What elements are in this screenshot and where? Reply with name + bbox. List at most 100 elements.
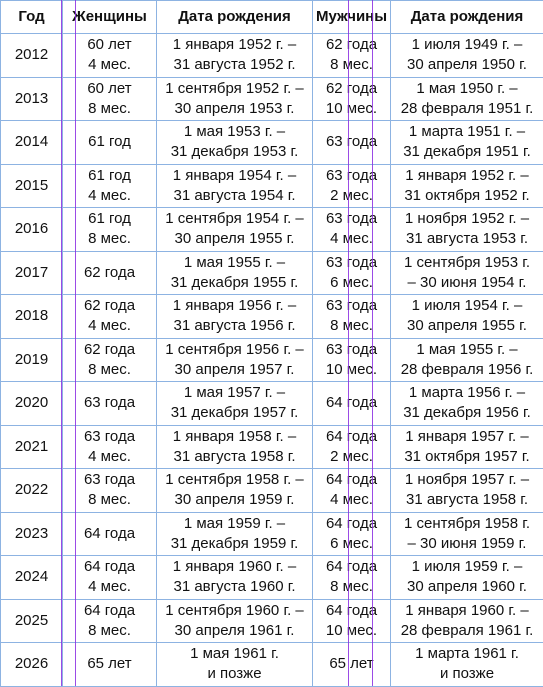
cell-line: 64 года [65,524,154,544]
cell-line: 1 сентября 1958 г. [393,514,541,534]
table-cell: 2024 [1,556,63,600]
cell-line: 1 ноября 1957 г. – [393,470,541,490]
table-cell: 1 ноября 1952 г. –31 августа 1953 г. [391,208,543,252]
cell-line: 1 января 1954 г. – [159,166,310,186]
cell-line: 4 мес. [65,316,154,336]
cell-line: 2024 [3,567,60,587]
cell-line: 1 июля 1959 г. – [393,557,541,577]
cell-line: 2026 [3,654,60,674]
cell-line: 28 февраля 1951 г. [393,99,541,119]
cell-line: 2 мес. [315,447,388,467]
header-cell: Дата рождения [391,1,543,34]
cell-line: 65 лет [65,654,154,674]
table-cell: 1 марта 1951 г. –31 декабря 1951 г. [391,121,543,165]
table-cell: 1 сентября 1954 г. –30 апреля 1955 г. [157,208,313,252]
cell-line: 61 год [65,132,154,152]
cell-line: 10 мес. [315,360,388,380]
guide-line [61,0,62,686]
table-cell: 2025 [1,599,63,643]
table-cell: 1 января 1958 г. –31 августа 1958 г. [157,425,313,469]
cell-line: – 30 июня 1959 г. [393,534,541,554]
cell-line: 4 мес. [65,55,154,75]
cell-line: 2019 [3,350,60,370]
cell-line: 1 января 1958 г. – [159,427,310,447]
cell-line: 4 мес. [315,229,388,249]
cell-line: 1 марта 1961 г. [393,644,541,664]
cell-line: 1 ноября 1952 г. – [393,209,541,229]
cell-line: 8 мес. [65,99,154,119]
cell-line: 61 год [65,209,154,229]
cell-line: 28 февраля 1956 г. [393,360,541,380]
cell-line: 31 августа 1958 г. [393,490,541,510]
cell-line: 30 апреля 1953 г. [159,99,310,119]
cell-line: 64 года [315,427,388,447]
header-cell: Дата рождения [157,1,313,34]
table-cell: 1 мая 1955 г. –31 декабря 1955 г. [157,251,313,295]
table-cell: 2012 [1,34,63,78]
cell-line: 4 мес. [65,186,154,206]
table-cell: 2020 [1,382,63,426]
cell-line: 1 сентября 1960 г. – [159,601,310,621]
cell-line: 1 января 1960 г. – [159,557,310,577]
cell-line: 60 лет [65,35,154,55]
cell-line: 31 августа 1954 г. [159,186,310,206]
cell-line: 1 мая 1957 г. – [159,383,310,403]
cell-line: 63 года [65,470,154,490]
table-cell: 1 января 1952 г. –31 октября 1952 г. [391,164,543,208]
table-cell: 1 мая 1953 г. –31 декабря 1953 г. [157,121,313,165]
table-cell: 1 марта 1961 г.и позже [391,643,543,687]
table-cell: 2015 [1,164,63,208]
cell-line: 1 мая 1950 г. – [393,79,541,99]
cell-line: 4 мес. [65,577,154,597]
cell-line: 30 апреля 1955 г. [393,316,541,336]
cell-line: 61 год [65,166,154,186]
cell-line: 2021 [3,437,60,457]
cell-line: 30 апреля 1960 г. [393,577,541,597]
cell-line: 1 марта 1951 г. – [393,122,541,142]
cell-line: 1 сентября 1954 г. – [159,209,310,229]
cell-line: 63 года [315,253,388,273]
cell-line: и позже [393,664,541,684]
table-cell: 62 года [63,251,157,295]
table-cell: 2026 [1,643,63,687]
cell-line: 2013 [3,89,60,109]
table-cell: 1 марта 1956 г. –31 декабря 1956 г. [391,382,543,426]
cell-line: 64 года [315,557,388,577]
cell-line: 31 декабря 1951 г. [393,142,541,162]
guide-line [75,0,76,686]
table-cell: 2021 [1,425,63,469]
cell-line: 60 лет [65,79,154,99]
cell-line: 64 года [65,601,154,621]
cell-line: 62 года [65,263,154,283]
table-cell: 1 сентября 1960 г. –30 апреля 1961 г. [157,599,313,643]
cell-line: 64 года [315,514,388,534]
cell-line: 10 мес. [315,621,388,641]
table-cell: 1 мая 1955 г. –28 февраля 1956 г. [391,338,543,382]
cell-line: 63 года [315,132,388,152]
cell-line: 6 мес. [315,273,388,293]
table-cell: 1 сентября 1952 г. –30 апреля 1953 г. [157,77,313,121]
cell-line: 1 июля 1949 г. – [393,35,541,55]
cell-line: 1 января 1952 г. – [159,35,310,55]
cell-line: – 30 июня 1954 г. [393,273,541,293]
table-cell: 1 января 1954 г. –31 августа 1954 г. [157,164,313,208]
cell-line: 1 мая 1961 г. [159,644,310,664]
cell-line: 8 мес. [65,229,154,249]
